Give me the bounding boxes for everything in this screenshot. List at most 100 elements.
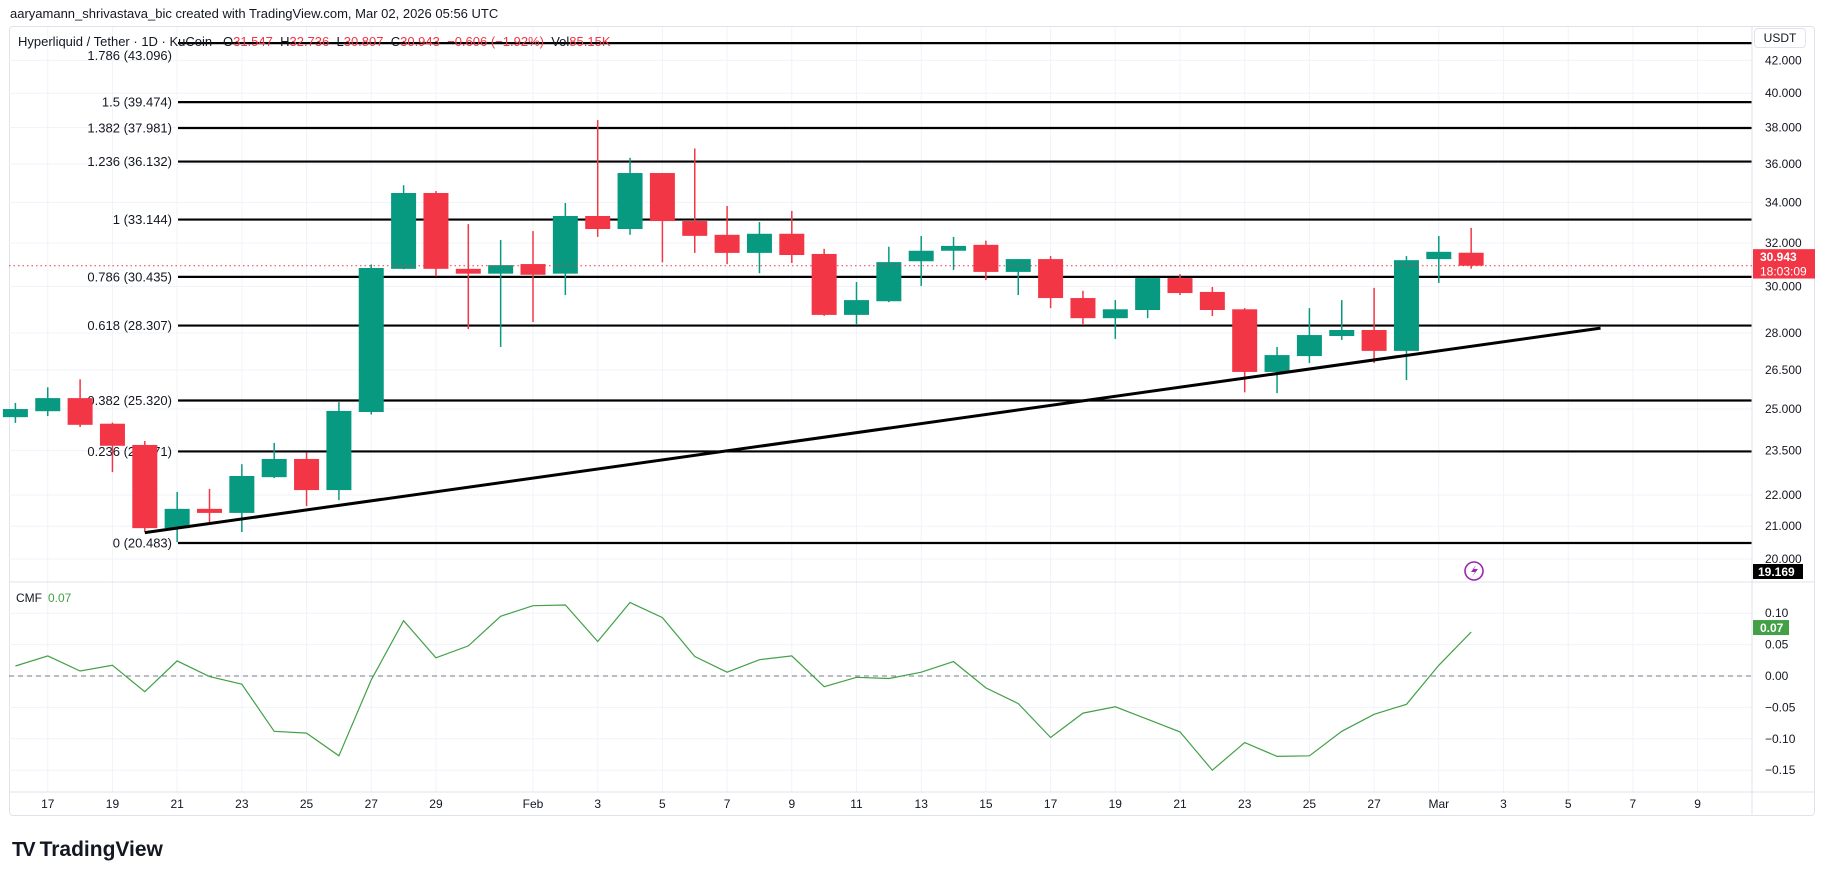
chart-attribution: aaryamann_shrivastava_bic created with T… (10, 6, 499, 21)
candle-body (552, 215, 578, 274)
open-label: O (222, 34, 234, 49)
grid (9, 27, 1752, 792)
price-axis-label: 22.000 (1765, 488, 1802, 502)
candle (229, 464, 255, 532)
candle (1038, 256, 1064, 309)
cmf-axis-label: 0.05 (1765, 638, 1789, 652)
candle-body (358, 267, 384, 413)
last-price-text: 30.943 (1760, 250, 1797, 264)
candle-body (197, 508, 222, 513)
candle-body (1296, 335, 1322, 357)
candle (779, 210, 805, 263)
marker-price-badge (1753, 564, 1803, 579)
x-axis-label: 5 (659, 797, 666, 811)
x-axis-label: Feb (523, 797, 544, 811)
candle-body (649, 173, 675, 222)
symbol-legend: Hyperliquid / Tether · 1D · KuCoin O31.5… (18, 34, 610, 49)
cmf-axis-label: −0.15 (1765, 763, 1796, 777)
candle-body (811, 253, 837, 315)
currency-button[interactable]: USDT (1754, 28, 1806, 48)
cmf-label: CMF (16, 591, 42, 605)
x-axis-label: 11 (850, 797, 863, 811)
candle (1361, 287, 1387, 364)
price-axis-label: 42.000 (1765, 53, 1802, 67)
candle (164, 491, 190, 543)
fib-level-label: 1.5 (39.474) (102, 95, 172, 110)
x-axis-label: 19 (1109, 797, 1123, 811)
candle (1296, 308, 1322, 364)
x-axis-label: 23 (1238, 797, 1252, 811)
x-axis-label: 27 (365, 797, 379, 811)
cmf-line (15, 601, 1472, 772)
x-axis-label: 3 (594, 797, 601, 811)
candle-body (1135, 278, 1161, 311)
candle (197, 488, 222, 524)
fib-level-label: 0.382 (25.320) (87, 393, 172, 408)
ascending-trendline (144, 326, 1601, 535)
candle (1135, 278, 1161, 319)
tradingview-logo[interactable]: TV TradingView (12, 838, 163, 862)
fib-level-label: 1.236 (36.132) (87, 154, 172, 169)
x-axis-label: 7 (1630, 797, 1637, 811)
candle-body (1199, 291, 1225, 311)
candle (1329, 300, 1355, 340)
candle-body (423, 192, 449, 269)
candle (1458, 227, 1484, 269)
lightning-icon[interactable] (1464, 561, 1484, 581)
lightning-icon-circle (1464, 561, 1484, 581)
fib-level-label: 0 (20.483) (113, 535, 172, 550)
candle (423, 191, 449, 277)
fib-level-label: 1.786 (43.096) (87, 48, 172, 63)
fib-level-label: 0.786 (30.435) (87, 269, 172, 284)
x-axis-label: 5 (1565, 797, 1572, 811)
price-axis-label: 23.500 (1765, 444, 1802, 458)
price-axis-label: 30.000 (1765, 280, 1802, 294)
x-axis-label: 3 (1500, 797, 1507, 811)
candle (941, 236, 967, 270)
candle (714, 205, 740, 265)
marker-price-text: 19.169 (1758, 565, 1795, 579)
candle-body (294, 458, 320, 491)
x-axis-label: 19 (106, 797, 120, 811)
symbol-name[interactable]: Hyperliquid / Tether · 1D · KuCoin (18, 34, 213, 49)
candle-body (261, 458, 287, 478)
x-axis-label: 15 (979, 797, 993, 811)
candle (973, 240, 999, 281)
volume-label: Vol (551, 34, 570, 49)
candle-body (746, 233, 772, 253)
x-axis-label: 23 (235, 797, 249, 811)
candle (99, 422, 125, 473)
candle-body (1232, 309, 1258, 372)
cmf-legend[interactable]: CMF 0.07 (16, 591, 71, 605)
candle (294, 452, 320, 507)
candle (132, 440, 158, 532)
axes: 17 19 21 23 25 27 29 Feb 3 5 7 9 11 13 15 17 19 21 23 25 27 M… (9, 27, 1815, 816)
candle (326, 402, 352, 501)
candle (617, 157, 643, 235)
candle-body (488, 265, 514, 274)
candle (908, 236, 934, 287)
candle-body (1393, 260, 1419, 351)
cmf-axis-label: −0.10 (1765, 732, 1796, 746)
candle-body (2, 409, 28, 418)
price-axis-label: 28.000 (1765, 326, 1802, 340)
x-axis-label: 17 (41, 797, 55, 811)
candle-body (132, 444, 158, 529)
countdown-text: 18:03:09 (1760, 265, 1807, 279)
candle-body (391, 192, 417, 269)
x-axis-label: 21 (170, 797, 184, 811)
lightning-icon-bolt (1471, 565, 1478, 577)
candle (1167, 274, 1193, 296)
candle (811, 248, 837, 316)
candle-body (1264, 355, 1290, 372)
candle (1102, 300, 1128, 339)
price-axis-label: 25.000 (1765, 402, 1802, 416)
tradingview-logo-text: TradingView (39, 838, 163, 861)
candle (682, 148, 708, 253)
candle-body (779, 233, 805, 256)
cmf-pane (9, 601, 1752, 772)
price-axis-label: 36.000 (1765, 157, 1802, 171)
high-label: H (280, 34, 290, 49)
candle (649, 173, 675, 263)
